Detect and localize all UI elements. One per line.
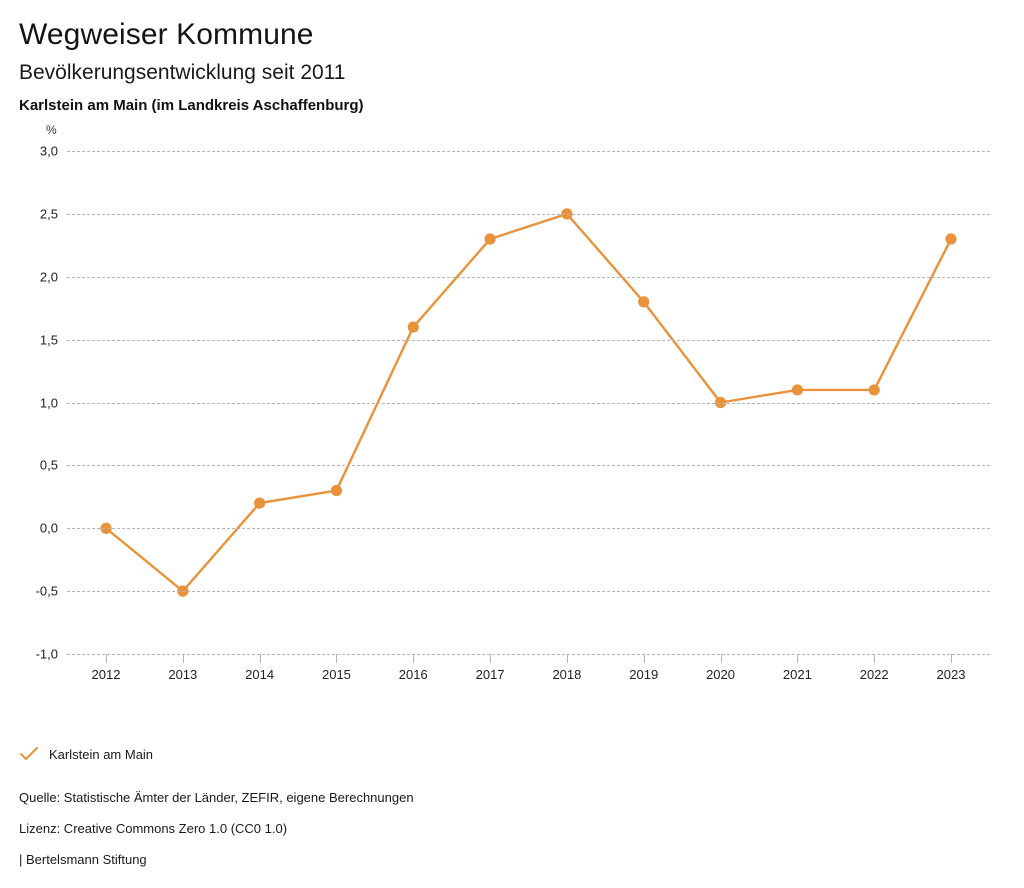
gridline <box>67 654 990 655</box>
y-axis-unit-label: % <box>46 123 57 137</box>
data-point[interactable]: 2019: 1.8 <box>638 296 650 308</box>
x-axis-tick-label: 2014 <box>245 667 275 682</box>
page-title: Wegweiser Kommune <box>19 18 314 51</box>
data-point[interactable]: 2014: 0.2 <box>254 497 266 509</box>
y-axis-tick-label: 2,0 <box>39 269 58 285</box>
x-axis-tick-label: 2022 <box>859 667 889 682</box>
data-point[interactable]: 2016: 1.6 <box>407 321 419 333</box>
data-point[interactable]: 2023: 2.3 <box>945 233 957 245</box>
y-axis-tick-label: -0,5 <box>35 583 58 599</box>
y-axis-tick-label: 1,0 <box>39 395 58 410</box>
data-point[interactable]: 2022: 1.1 <box>868 384 880 396</box>
gridline <box>67 151 990 152</box>
gridline <box>67 339 990 341</box>
plot-area: 2012: 02013: -0.52014: 0.22015: 0.32016:… <box>67 151 990 682</box>
data-point[interactable]: 2017: 2.3 <box>484 233 496 245</box>
gridline <box>67 276 990 278</box>
y-axis-tick-label: 1,5 <box>39 332 58 348</box>
series-line <box>104 212 953 593</box>
chart-footer: Karlstein am Main Quelle: Statistische Ä… <box>19 744 919 868</box>
legend-label: Karlstein am Main <box>49 746 154 762</box>
x-axis-tick-label: 2013 <box>168 667 198 682</box>
y-axis-tick-label: 3,0 <box>39 143 58 159</box>
data-point[interactable]: 2021: 1.1 <box>791 384 803 396</box>
chart-header: Wegweiser Kommune Bevölkerungsentwicklun… <box>0 0 1024 117</box>
x-axis-tick-mark <box>182 654 184 663</box>
x-axis-tick-mark <box>874 654 876 663</box>
x-axis-tick-label: 2023 <box>936 667 966 682</box>
x-axis-tick-mark <box>490 654 492 663</box>
source-text: Quelle: Statistische Ämter der Länder, Z… <box>19 790 414 805</box>
x-axis-tick-mark <box>413 654 415 663</box>
y-axis-tick-label: -1,0 <box>35 646 58 662</box>
y-axis-tick-label: 0,0 <box>39 520 58 536</box>
x-axis-tick-mark <box>259 654 261 663</box>
gridline <box>67 402 990 404</box>
x-axis-tick-label: 2016 <box>398 667 428 682</box>
gridline <box>67 528 990 530</box>
y-axis-tick-label: 0,5 <box>39 457 58 473</box>
license-text: Lizenz: Creative Commons Zero 1.0 (CC0 1… <box>19 821 288 836</box>
gridline <box>67 465 990 467</box>
x-axis-tick-label: 2018 <box>552 667 582 682</box>
check-icon <box>19 747 39 761</box>
x-axis-tick-mark <box>797 654 799 663</box>
gridline <box>67 213 990 215</box>
x-axis-tick-mark <box>720 654 722 663</box>
x-axis-tick-mark <box>106 654 107 663</box>
y-axis-tick-labels: 3,0 2,5 2,0 1,5 1,0 0,5 0,0 -0,5 -1,0 <box>0 144 58 662</box>
x-axis-tick-label: 2020 <box>706 667 735 682</box>
x-axis-tick-mark <box>336 654 338 663</box>
page-location: Karlstein am Main (im Landkreis Aschaffe… <box>19 97 364 114</box>
gridline <box>67 591 990 593</box>
x-axis-tick-mark <box>566 654 568 663</box>
x-axis-tick-label: 2019 <box>629 667 659 682</box>
x-axis-tick-mark <box>643 654 645 663</box>
x-axis-tick-label: 2021 <box>782 667 812 682</box>
page-subtitle: Bevölkerungsentwicklung seit 2011 <box>19 61 346 84</box>
x-axis-tick-mark <box>951 654 952 663</box>
x-axis-tick-label: 2015 <box>321 667 351 682</box>
data-point[interactable]: 2015: 0.3 <box>330 484 343 497</box>
line-chart: % 3,02,52,01,51,00,50,0-0,5-1,0 2012: 02… <box>0 123 1024 723</box>
x-axis-tick-label: 2017 <box>475 667 505 682</box>
x-axis-tick-label: 2012 <box>91 667 121 682</box>
publisher-text: | Bertelsmann Stiftung <box>19 852 147 867</box>
legend-item-karlstein-am-main[interactable]: Karlstein am Main <box>19 744 919 764</box>
y-axis-tick-label: 2,5 <box>39 206 58 222</box>
